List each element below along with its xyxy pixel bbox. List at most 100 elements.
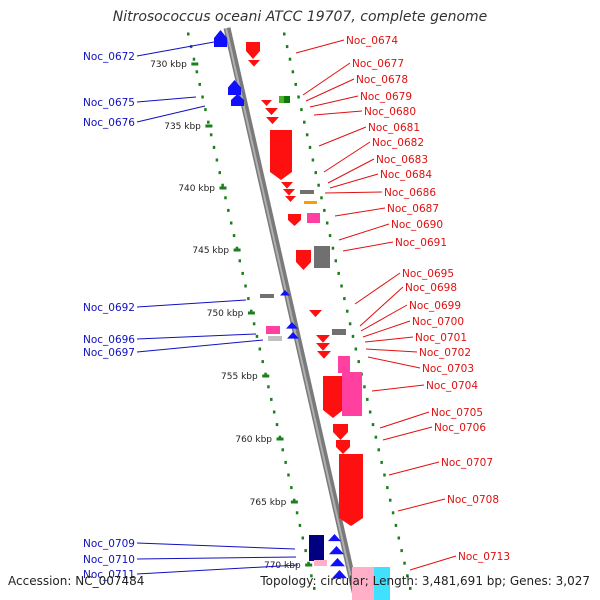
- ruler-tick-right: [354, 347, 358, 351]
- ruler-tick-left: [250, 309, 253, 313]
- ruler-tick-left: [270, 397, 273, 401]
- ruler-tick-left: [221, 183, 224, 187]
- label-leader-line: [313, 110, 363, 116]
- ruler-tick-right: [331, 246, 335, 250]
- ruler-tick-left: [209, 133, 213, 137]
- gene-label-noc-0672: Noc_0672: [83, 51, 135, 63]
- gene-label-noc-0690: Noc_0690: [391, 219, 443, 231]
- gene-feature: [314, 246, 330, 268]
- gene-label-noc-0686: Noc_0686: [384, 187, 436, 199]
- scale-tick: [219, 186, 227, 190]
- gene-feature: [330, 558, 345, 567]
- label-leader-line: [324, 191, 383, 194]
- gene-feature: [270, 130, 292, 180]
- ruler-tick-left: [212, 145, 216, 149]
- label-leader-line: [302, 62, 351, 96]
- gene-label-noc-0700: Noc_0700: [412, 316, 464, 328]
- gene-label-noc-0709: Noc_0709: [83, 538, 135, 550]
- gene-label-noc-0697: Noc_0697: [83, 347, 135, 359]
- label-leader-line: [305, 78, 355, 102]
- label-leader-line: [382, 426, 433, 441]
- ruler-tick-right: [317, 183, 320, 187]
- ruler-tick-right: [305, 133, 309, 137]
- gene-feature: [328, 534, 341, 542]
- ruler-tick-right: [323, 208, 326, 212]
- label-leader-line: [136, 564, 299, 575]
- gene-label-noc-0682: Noc_0682: [372, 137, 424, 149]
- ruler-tick-right: [391, 511, 395, 515]
- label-leader-line: [365, 348, 418, 353]
- scale-label: 745 kbp: [192, 246, 229, 256]
- label-leader-line: [379, 411, 430, 429]
- ruler-tick-left: [229, 221, 233, 225]
- ruler-tick-left: [281, 448, 284, 452]
- label-leader-line: [323, 141, 371, 173]
- gene-feature: [314, 560, 327, 566]
- gene-feature: [332, 570, 347, 579]
- scale-tick: [233, 248, 241, 252]
- scale-label: 735 kbp: [164, 122, 201, 132]
- gene-feature: [304, 201, 317, 204]
- ruler-tick-right: [406, 574, 409, 578]
- scale-label: 755 kbp: [221, 372, 258, 382]
- gene-label-noc-0674: Noc_0674: [346, 35, 398, 47]
- label-leader-line: [362, 320, 411, 338]
- ruler-tick-right: [311, 158, 315, 162]
- ruler-tick-left: [192, 57, 196, 61]
- ruler-tick-left: [261, 360, 264, 364]
- ruler-tick-right: [363, 385, 366, 389]
- label-leader-line: [364, 336, 414, 343]
- gene-feature: [316, 343, 330, 351]
- scale-tick: [247, 311, 255, 315]
- ruler-tick-left: [255, 334, 259, 338]
- ruler-tick-right: [383, 473, 386, 477]
- gene-label-noc-0703: Noc_0703: [422, 363, 474, 375]
- ruler-tick-right: [366, 397, 369, 401]
- gene-label-noc-0692: Noc_0692: [83, 302, 135, 314]
- ruler-tick-left: [292, 498, 296, 502]
- gene-feature: [246, 42, 260, 59]
- gene-feature: [342, 372, 362, 416]
- gene-label-noc-0675: Noc_0675: [83, 97, 135, 109]
- ruler-tick-left: [201, 95, 204, 99]
- gene-label-noc-0677: Noc_0677: [352, 58, 404, 70]
- ruler-tick-left: [258, 347, 262, 351]
- map-title: Nitrosococcus oceani ATCC 19707, complet…: [112, 9, 488, 25]
- ruler-tick-left: [252, 322, 256, 326]
- gene-feature: [286, 322, 298, 329]
- ruler-tick-right: [303, 120, 306, 124]
- gene-feature: [333, 424, 348, 440]
- ruler-tick-left: [267, 385, 270, 389]
- gene-label-noc-0713: Noc_0713: [458, 551, 510, 563]
- ruler-tick-right: [374, 435, 378, 439]
- gene-feature: [309, 310, 322, 318]
- ruler-tick-left: [307, 561, 310, 565]
- ruler-tick-right: [294, 82, 297, 86]
- gene-feature: [323, 376, 343, 418]
- ruler-tick-left: [238, 259, 242, 263]
- ruler-tick-right: [308, 145, 312, 149]
- ruler-tick-right: [297, 95, 300, 99]
- gene-label-noc-0698: Noc_0698: [405, 282, 457, 294]
- gene-feature: [266, 326, 280, 334]
- label-leader-line: [136, 105, 206, 123]
- ruler-tick-left: [232, 234, 236, 238]
- ruler-tick-left: [235, 246, 239, 250]
- label-leader-line: [327, 158, 375, 184]
- gene-label-noc-0680: Noc_0680: [364, 106, 416, 118]
- gene-feature: [214, 30, 227, 47]
- ruler-tick-left: [304, 549, 307, 553]
- label-leader-line: [136, 41, 215, 57]
- ruler-tick-left: [207, 120, 210, 124]
- ruler-tick-right: [314, 171, 317, 175]
- gene-feature: [231, 94, 244, 106]
- ruler-tick-left: [290, 486, 293, 490]
- gene-feature: [300, 190, 314, 194]
- label-leader-line: [359, 286, 404, 327]
- gene-feature: [338, 356, 350, 373]
- ruler-tick-right: [337, 271, 340, 275]
- ruler-tick-left: [310, 574, 313, 578]
- label-leader-line: [342, 241, 394, 252]
- gene-label-noc-0696: Noc_0696: [83, 334, 135, 346]
- gene-label-noc-0678: Noc_0678: [356, 74, 408, 86]
